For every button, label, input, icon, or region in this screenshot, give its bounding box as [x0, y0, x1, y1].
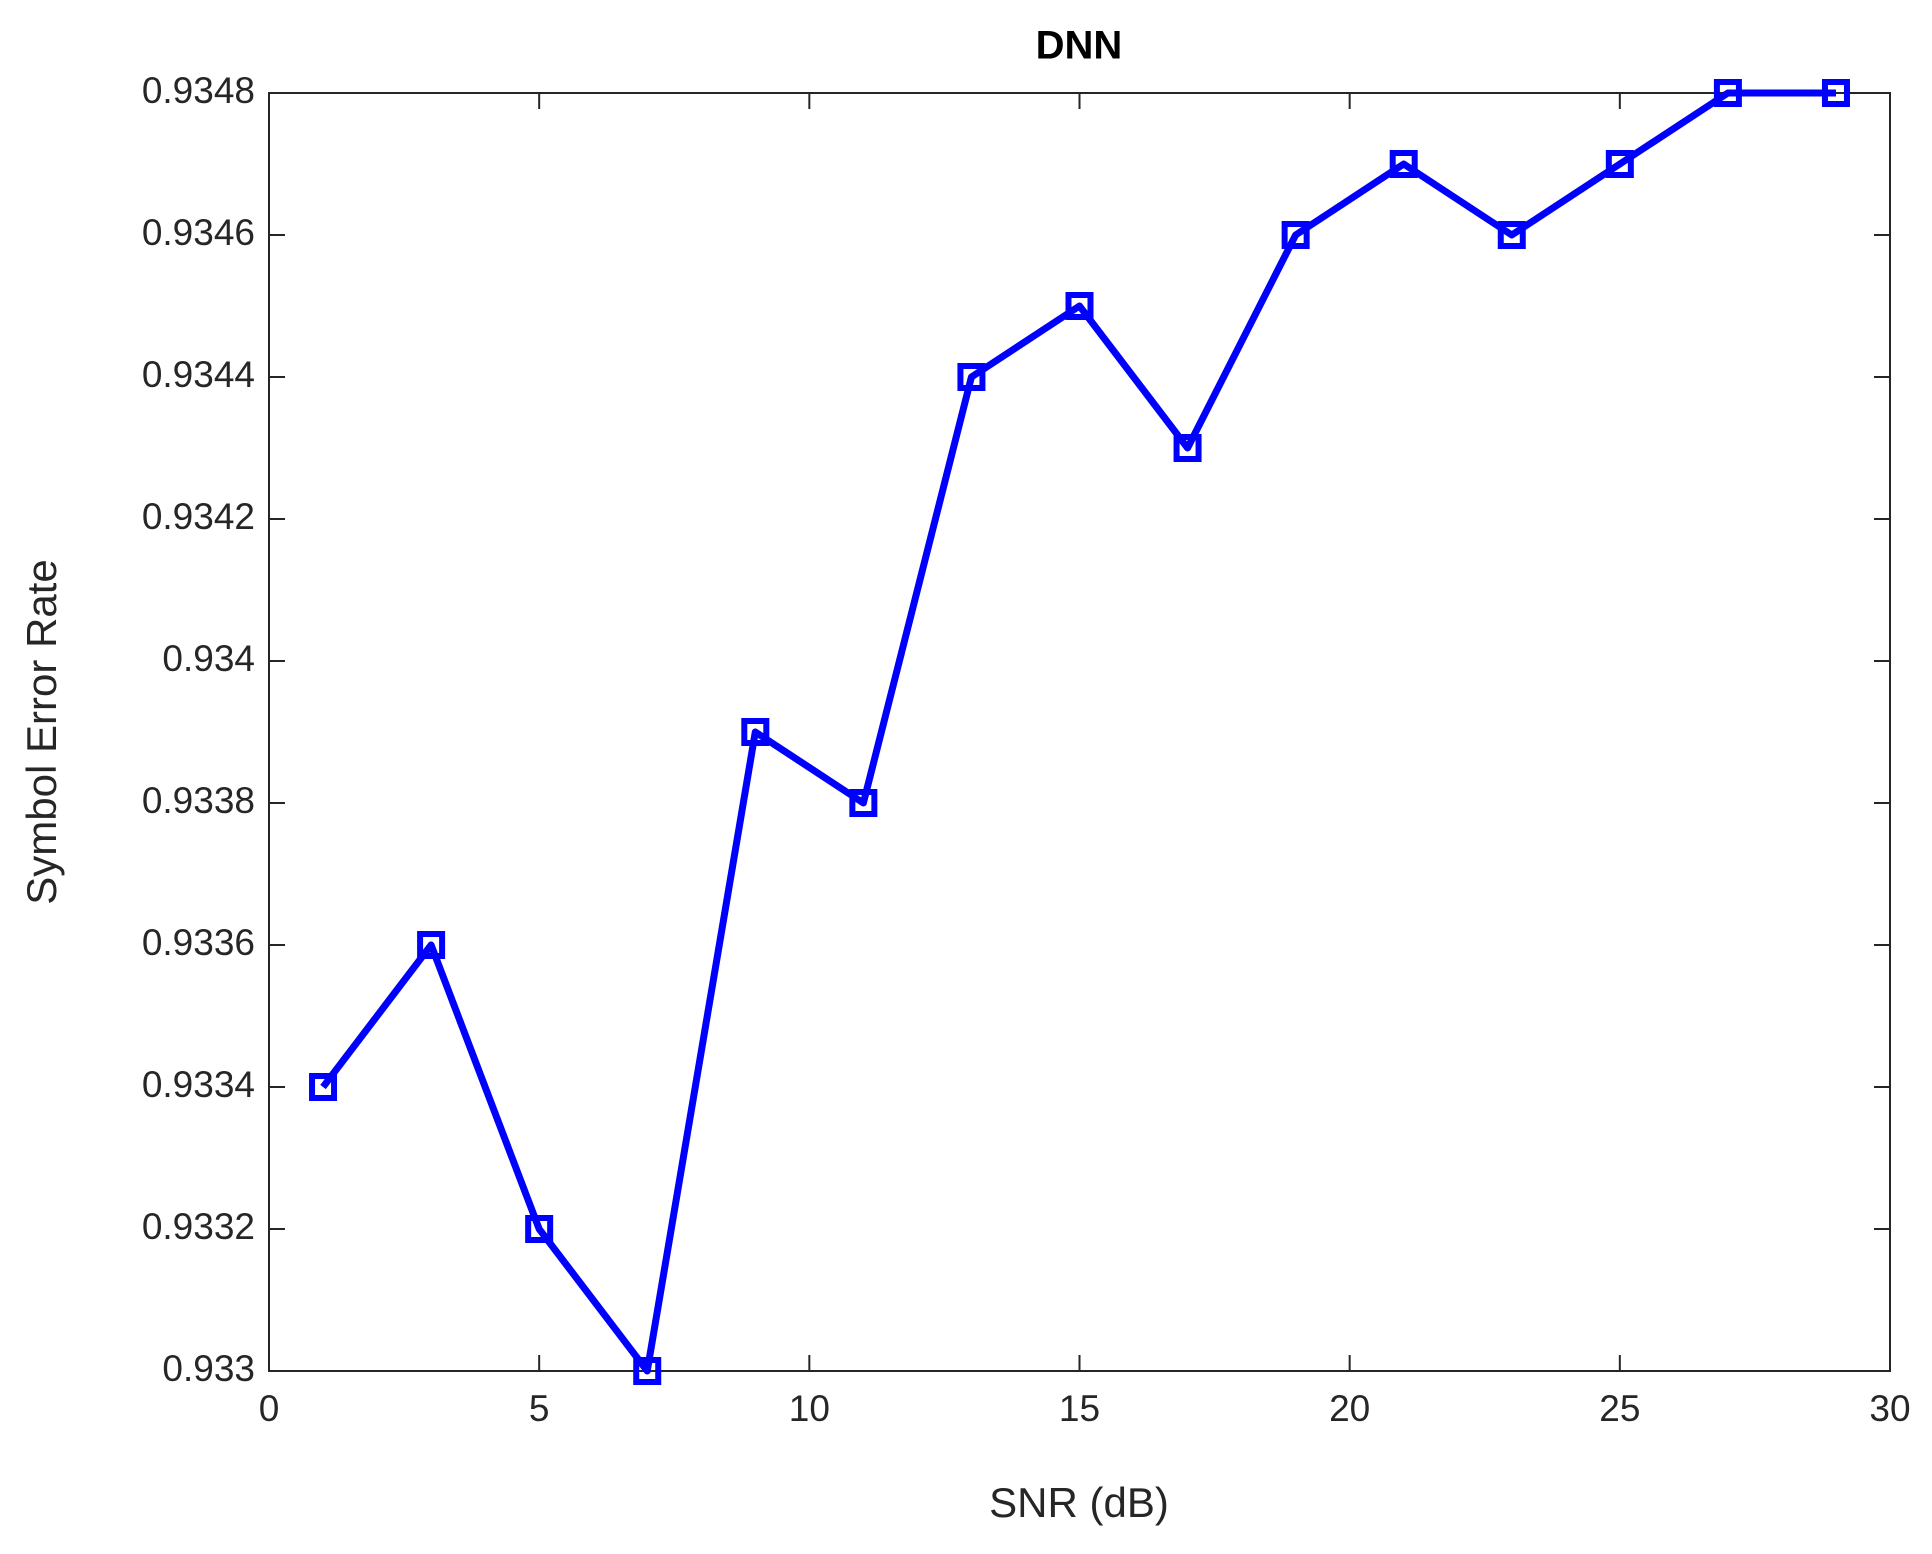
y-tick-label: 0.9332	[142, 1206, 255, 1247]
x-tick-label: 25	[1599, 1388, 1640, 1429]
marker	[309, 1073, 338, 1101]
y-tick-label: 0.9338	[142, 780, 255, 821]
marker	[525, 1215, 554, 1243]
marker	[1497, 221, 1526, 249]
plot-area	[268, 92, 1891, 1372]
marker	[849, 789, 878, 817]
x-tick-label: 15	[1059, 1388, 1100, 1429]
marker	[1065, 292, 1094, 320]
marker	[1605, 150, 1634, 178]
marker	[633, 1357, 662, 1385]
y-tick-label: 0.9336	[142, 922, 255, 963]
marker	[1389, 150, 1418, 178]
x-tick-label: 30	[1869, 1388, 1910, 1429]
y-tick-label: 0.9348	[142, 70, 255, 111]
marker	[1821, 79, 1850, 107]
chart-title: DNN	[1036, 24, 1123, 68]
x-tick-label: 0	[259, 1388, 280, 1429]
marker	[1281, 221, 1310, 249]
marker	[1173, 434, 1202, 462]
y-axis-label: Symbol Error Rate	[18, 559, 65, 904]
x-axis-label: SNR (dB)	[989, 1479, 1169, 1526]
x-tick-label: 10	[789, 1388, 830, 1429]
y-tick-label: 0.933	[162, 1348, 255, 1389]
y-tick-label: 0.9344	[142, 354, 255, 395]
y-tick-label: 0.934	[162, 638, 255, 679]
marker	[417, 931, 446, 959]
y-tick-label: 0.9346	[142, 212, 255, 253]
marker	[1713, 79, 1742, 107]
x-tick-label: 20	[1329, 1388, 1370, 1429]
data-line	[320, 89, 1836, 1375]
y-tick-label: 0.9342	[142, 496, 255, 537]
marker	[957, 363, 986, 391]
x-tick-label: 5	[529, 1388, 550, 1429]
y-tick-label: 0.9334	[142, 1064, 255, 1105]
marker	[741, 718, 770, 746]
